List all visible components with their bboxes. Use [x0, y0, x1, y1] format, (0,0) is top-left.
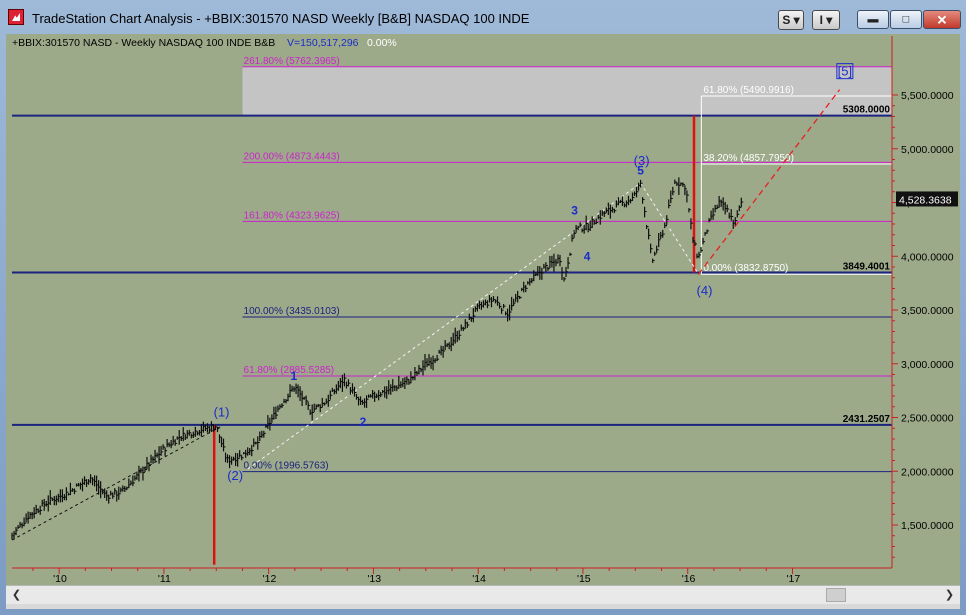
time-tick-label-2: '12 — [263, 573, 277, 585]
close-button[interactable]: ✕ — [923, 10, 961, 29]
scroll-right-icon[interactable]: ❯ — [944, 589, 955, 601]
fib-ext-label-5: 0.00% (1996.5763) — [244, 461, 329, 472]
level-3849-label: 3849.4001 — [843, 261, 891, 272]
retrace-label-0: 61.80% (5490.9916) — [703, 85, 794, 96]
time-tick-label-6: '16 — [682, 573, 696, 585]
wave-label-8: (4) — [697, 283, 713, 298]
price-tick-label-5: 3,000.0000 — [901, 359, 954, 371]
chart-axes: 5,500.00005,000.00004,500.00004,000.0000… — [12, 36, 958, 585]
time-tick-label-7: '17 — [786, 573, 800, 585]
retrace-label-2: 0.00% (3832.8750) — [703, 263, 788, 274]
last-price-label: 4,528.3638 — [899, 194, 952, 206]
price-tick-label-0: 5,500.0000 — [901, 90, 954, 102]
time-tick-label-3: '13 — [367, 573, 381, 585]
wave-labels: (1) (2) 1 2 3 4 5(3) (4) [5] — [214, 63, 854, 483]
scroll-left-icon[interactable]: ❮ — [11, 589, 22, 601]
price-tick-label-4: 3,500.0000 — [901, 305, 954, 317]
fib-ext-label-3: 100.00% (3435.0103) — [244, 306, 340, 317]
wave-label-1: (2) — [227, 468, 243, 483]
chart-header-symbol: +BBIX:301570 NASD - Weekly NASDAQ 100 IN… — [12, 37, 275, 49]
maximize-icon: □ — [902, 13, 910, 25]
trend-line-1 — [247, 182, 641, 470]
price-chart[interactable]: 261.80% (5762.3965)200.00% (4873.4443)16… — [0, 0, 966, 585]
minimize-icon: ▬ — [867, 13, 879, 25]
price-tick-label-1: 5,000.0000 — [901, 144, 954, 156]
wave-label-6: 5 — [637, 164, 644, 178]
wave-label-2: 1 — [290, 369, 297, 383]
chart-levels: 261.80% (5762.3965)200.00% (4873.4443)16… — [12, 56, 892, 565]
fib-ext-label-4: 61.80% (2885.5285) — [244, 365, 335, 376]
app-icon — [8, 9, 24, 25]
maximize-button[interactable]: □ — [890, 10, 922, 29]
price-bars — [11, 177, 744, 540]
fib-ext-label-0: 261.80% (5762.3965) — [244, 56, 340, 67]
scroll-thumb[interactable] — [826, 588, 846, 602]
fib-ext-label-1: 200.00% (4873.4443) — [244, 151, 340, 162]
price-tick-label-7: 2,000.0000 — [901, 466, 954, 478]
close-icon: ✕ — [936, 12, 948, 27]
title-bar[interactable]: TradeStation Chart Analysis - +BBIX:3015… — [0, 0, 966, 34]
plot-background — [12, 36, 892, 568]
fib-ext-label-2: 161.80% (4323.9625) — [244, 210, 340, 221]
fib-gray-box — [242, 66, 892, 116]
chart-header-volume: V=150,517,296 — [287, 37, 359, 49]
wave-label-5: 4 — [584, 250, 591, 264]
level-5308-label: 5308.0000 — [843, 105, 891, 116]
style-menu-button[interactable]: S ▾ — [778, 10, 804, 30]
wave-label-box — [836, 63, 854, 80]
window-title: TradeStation Chart Analysis - +BBIX:3015… — [32, 11, 530, 26]
price-tick-label-8: 1,500.0000 — [901, 520, 954, 532]
chart-header-change: 0.00% — [367, 37, 397, 49]
last-price-tag — [896, 191, 958, 207]
chart-trendlines — [11, 89, 841, 541]
wave-label-0: (1) — [214, 404, 230, 419]
wave-label-9: [5] — [838, 64, 852, 79]
projection-line — [697, 89, 841, 275]
minimize-button[interactable]: ▬ — [857, 10, 889, 29]
indicator-menu-button[interactable]: I ▾ — [812, 10, 840, 30]
wave-label-7: (3) — [634, 153, 650, 168]
price-tick-label-6: 2,500.0000 — [901, 413, 954, 425]
time-tick-label-4: '14 — [472, 573, 486, 585]
wave-label-3: 2 — [360, 415, 367, 429]
time-tick-label-5: '15 — [577, 573, 591, 585]
trend-line-0 — [11, 425, 222, 541]
time-tick-label-1: '11 — [158, 573, 171, 585]
horizontal-scrollbar[interactable]: ❮ ❯ — [6, 585, 960, 605]
retrace-label-1: 38.20% (4857.7950) — [703, 153, 794, 164]
chart-boxes — [242, 66, 892, 116]
level-2431-label: 2431.2507 — [843, 414, 891, 425]
time-tick-label-0: '10 — [53, 573, 67, 585]
price-tick-label-3: 4,000.0000 — [901, 251, 954, 263]
wave-label-4: 3 — [571, 203, 578, 217]
window-bottom-border — [6, 604, 960, 609]
chart-grid — [12, 36, 892, 568]
